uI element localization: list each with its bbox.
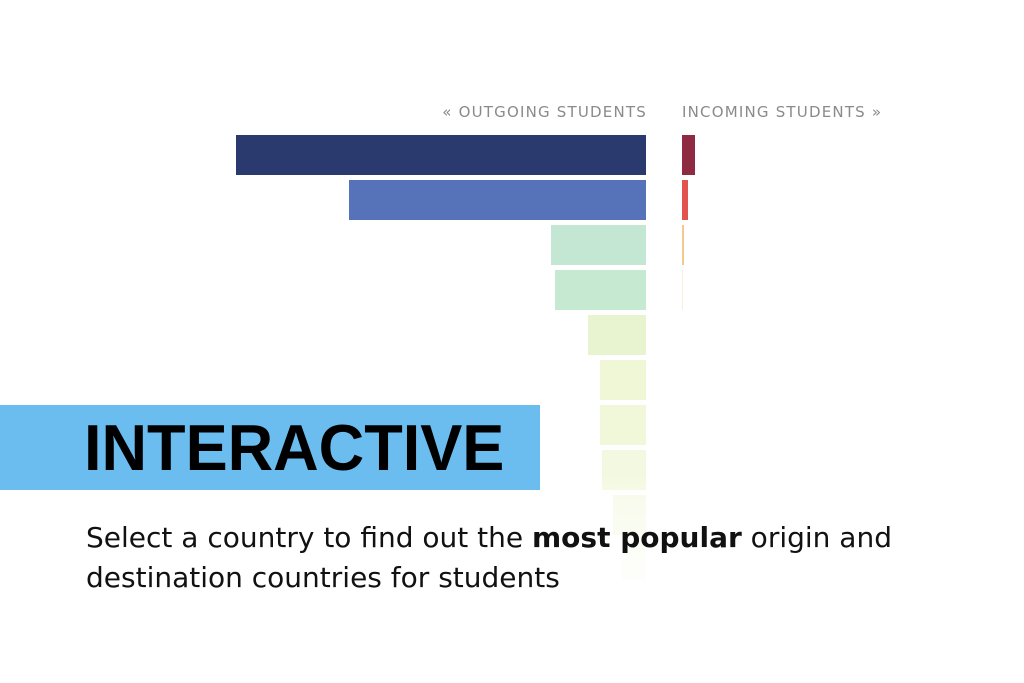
outgoing-students-toggle[interactable]: « OUTGOING STUDENTS	[442, 103, 647, 121]
description-before: Select a country to find out the	[86, 521, 532, 554]
banner-title: INTERACTIVE	[84, 411, 505, 484]
interactive-banner	[0, 405, 540, 490]
outgoing-bar[interactable]	[588, 315, 646, 355]
outgoing-bar[interactable]	[555, 270, 646, 310]
outgoing-bar[interactable]	[236, 135, 646, 175]
description-text: Select a country to find out the most po…	[86, 518, 936, 598]
outgoing-bar[interactable]	[551, 225, 646, 265]
incoming-students-toggle[interactable]: INCOMING STUDENTS »	[682, 103, 883, 121]
outgoing-bar[interactable]	[600, 405, 646, 445]
incoming-bar[interactable]	[682, 270, 683, 310]
outgoing-bar[interactable]	[349, 180, 646, 220]
description-bold: most popular	[532, 521, 742, 554]
outgoing-bar[interactable]	[602, 450, 646, 490]
incoming-bar[interactable]	[682, 135, 695, 175]
description-after: origin and destination countries for stu…	[86, 521, 892, 594]
outgoing-bar[interactable]	[600, 360, 646, 400]
incoming-bar[interactable]	[682, 180, 688, 220]
incoming-bar[interactable]	[682, 225, 684, 265]
